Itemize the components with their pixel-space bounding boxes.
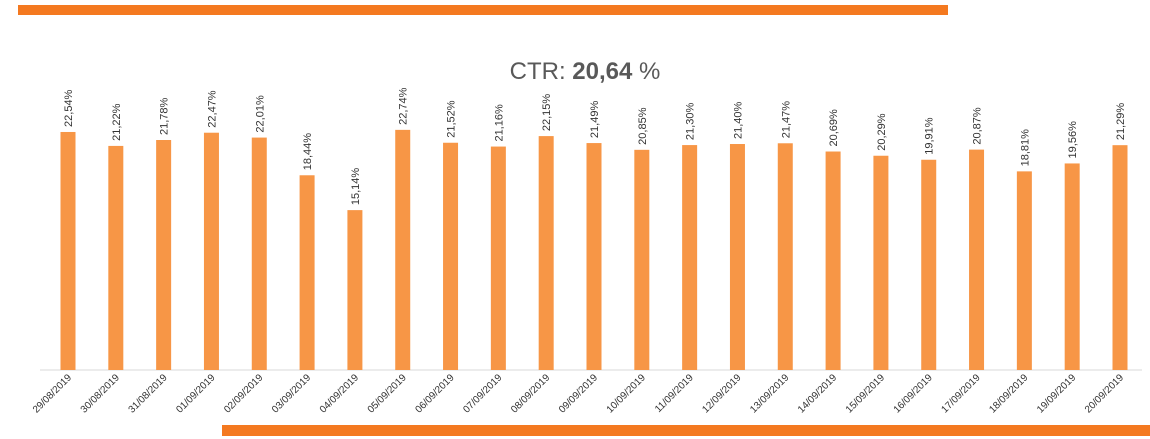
x-tick-label: 02/09/2019	[222, 372, 265, 415]
value-label: 22,74%	[398, 87, 410, 125]
value-label: 22,15%	[541, 94, 553, 132]
bar	[251, 137, 267, 370]
x-tick-label: 29/08/2019	[31, 372, 74, 415]
bar	[1016, 171, 1032, 370]
bar	[490, 146, 506, 370]
x-tick-label: 17/09/2019	[939, 372, 982, 415]
value-label: 18,81%	[1019, 129, 1031, 167]
title-prefix: CTR:	[510, 58, 566, 85]
x-tick-label: 15/09/2019	[844, 372, 887, 415]
bar	[538, 136, 554, 370]
bar	[156, 140, 172, 370]
bar	[203, 132, 219, 370]
x-tick-label: 01/09/2019	[174, 372, 217, 415]
value-label: 22,54%	[63, 89, 75, 127]
x-tick-label: 13/09/2019	[748, 372, 791, 415]
bar	[1112, 145, 1128, 370]
value-label: 21,78%	[159, 97, 171, 135]
x-tick-label: 18/09/2019	[987, 372, 1030, 415]
bar	[1064, 163, 1080, 370]
bar	[586, 143, 602, 370]
bottom-accent-bar	[222, 425, 1150, 436]
value-label: 18,44%	[302, 133, 314, 171]
x-tick-label: 07/09/2019	[461, 372, 504, 415]
value-label: 21,47%	[780, 101, 792, 139]
bar	[395, 129, 411, 370]
value-label: 20,69%	[828, 109, 840, 147]
value-label: 21,16%	[493, 104, 505, 142]
bar	[729, 144, 745, 370]
bar	[777, 143, 793, 370]
bar	[108, 145, 124, 370]
bar	[347, 210, 363, 370]
x-tick-label: 09/09/2019	[557, 372, 600, 415]
value-label: 21,29%	[1115, 103, 1127, 141]
value-label: 20,87%	[972, 107, 984, 145]
x-tick-label: 31/08/2019	[127, 372, 170, 415]
value-label: 21,30%	[685, 103, 697, 141]
x-tick-label: 11/09/2019	[653, 372, 696, 415]
bar	[634, 149, 650, 370]
x-tick-label: 30/08/2019	[79, 372, 122, 415]
x-tick-label: 05/09/2019	[366, 372, 409, 415]
bar	[825, 151, 841, 370]
value-label: 21,40%	[732, 101, 744, 139]
value-label: 22,01%	[254, 95, 266, 133]
bar	[873, 155, 889, 370]
bar	[682, 145, 698, 370]
value-label: 21,52%	[446, 100, 458, 138]
bar	[443, 142, 459, 370]
x-tick-label: 03/09/2019	[270, 372, 313, 415]
x-tick-label: 14/09/2019	[796, 372, 839, 415]
x-tick-label: 04/09/2019	[318, 372, 361, 415]
top-accent-bar	[18, 5, 948, 15]
title-unit: %	[639, 58, 660, 85]
value-label: 20,29%	[876, 113, 888, 151]
chart-title: CTR: 20,64 %	[510, 58, 661, 85]
x-tick-label: 06/09/2019	[413, 372, 456, 415]
value-label: 21,22%	[111, 103, 123, 141]
x-tick-label: 10/09/2019	[605, 372, 648, 415]
value-label: 15,14%	[350, 168, 362, 206]
x-tick-label: 16/09/2019	[892, 372, 935, 415]
x-tick-label: 19/09/2019	[1035, 372, 1078, 415]
value-label: 19,56%	[1067, 121, 1079, 159]
bar	[299, 175, 315, 370]
bar	[969, 149, 985, 370]
x-tick-label: 08/09/2019	[509, 372, 552, 415]
x-tick-label: 20/09/2019	[1083, 372, 1126, 415]
bar	[921, 159, 937, 370]
title-value: 20,64	[572, 58, 633, 85]
value-label: 22,47%	[206, 90, 218, 128]
value-label: 20,85%	[637, 107, 649, 145]
x-tick-label: 12/09/2019	[700, 372, 743, 415]
bar	[60, 131, 76, 370]
value-label: 21,49%	[589, 101, 601, 139]
value-label: 19,91%	[924, 117, 936, 155]
